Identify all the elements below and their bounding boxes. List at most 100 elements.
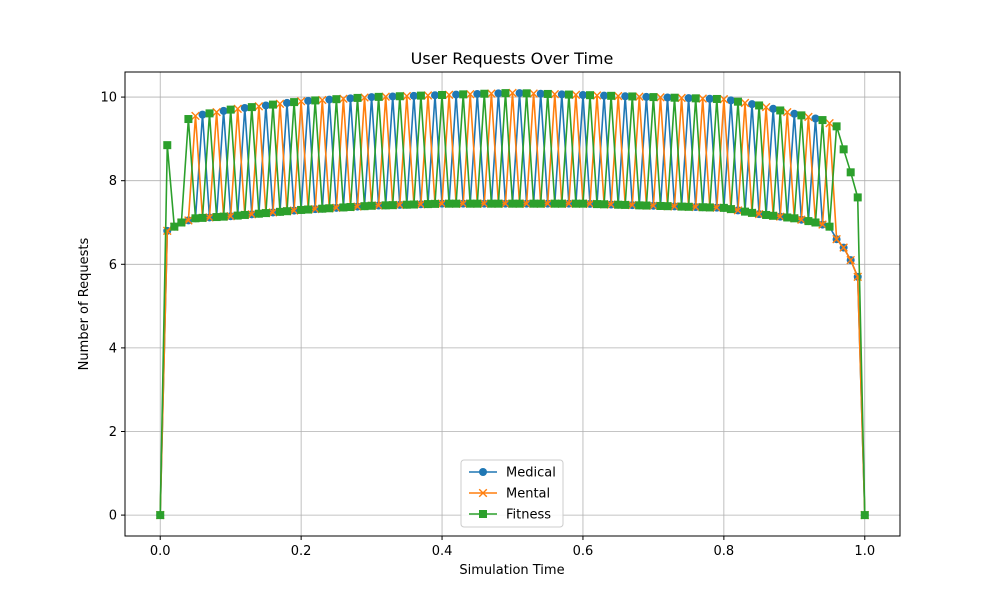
y-tick-label: 4 [109, 341, 117, 356]
data-point [621, 92, 630, 101]
data-point [494, 89, 503, 98]
marker-stroke [289, 206, 299, 215]
data-point [423, 91, 433, 100]
data-point [226, 105, 235, 114]
marker-stroke [564, 199, 574, 208]
data-point [445, 199, 454, 208]
legend-item-mental: Mental [469, 487, 550, 502]
marker-stroke [677, 93, 686, 103]
marker-stroke [804, 112, 813, 122]
marker-stroke [332, 203, 341, 213]
marker-stroke [296, 96, 306, 106]
data-point [613, 91, 623, 101]
data-point [705, 203, 714, 212]
marker-stroke [162, 226, 172, 236]
marker-stroke [670, 202, 679, 211]
data-point [776, 106, 785, 115]
marker-stroke [374, 201, 383, 210]
data-point [832, 122, 841, 131]
marker-stroke [423, 91, 433, 100]
marker-stroke [782, 107, 792, 117]
data-point [515, 89, 524, 98]
data-point [318, 204, 327, 213]
data-point [769, 104, 778, 113]
data-point [670, 93, 679, 102]
marker-stroke [839, 243, 848, 252]
data-point [480, 199, 489, 208]
legend-marker [479, 510, 487, 518]
data-point [557, 199, 566, 208]
data-point [748, 208, 757, 217]
marker-stroke [627, 200, 637, 210]
data-point [501, 89, 510, 98]
marker-stroke [458, 199, 468, 208]
data-point [677, 202, 686, 211]
y-tick-label: 8 [109, 174, 117, 189]
data-point [656, 201, 665, 210]
y-tick-label: 0 [109, 509, 117, 524]
data-point [219, 106, 228, 115]
data-point [388, 201, 397, 210]
series-fitness [156, 89, 869, 520]
y-tick-label: 10 [100, 91, 117, 106]
marker-stroke [437, 199, 447, 208]
data-point [684, 202, 693, 211]
data-point [782, 107, 792, 117]
data-point [628, 92, 637, 101]
data-point [515, 199, 524, 208]
data-point [254, 209, 263, 218]
data-point [712, 94, 721, 103]
data-point [691, 94, 700, 103]
data-point [543, 199, 553, 208]
data-point [698, 203, 707, 212]
x-tick-label: 0.8 [714, 544, 735, 559]
data-point [289, 206, 299, 215]
data-point [226, 211, 235, 221]
data-point [846, 255, 855, 265]
marker-stroke [191, 111, 200, 121]
data-point [339, 94, 348, 104]
data-point [627, 200, 637, 210]
data-point [240, 210, 249, 219]
data-point [388, 92, 397, 101]
data-point [600, 200, 609, 209]
marker-stroke [649, 201, 658, 211]
data-point [649, 93, 658, 102]
data-point [663, 93, 672, 102]
data-point [452, 199, 461, 208]
marker-stroke [613, 91, 623, 101]
legend-marker [478, 488, 488, 498]
data-point [726, 205, 735, 214]
data-point [367, 93, 376, 102]
data-point [804, 112, 813, 122]
data-point [684, 94, 693, 103]
data-point [529, 89, 538, 98]
marker-stroke [465, 89, 475, 99]
marker-stroke [184, 216, 193, 225]
marker-stroke [635, 92, 644, 101]
data-point [431, 199, 439, 208]
data-point [332, 95, 341, 104]
data-point [571, 199, 580, 208]
data-point [395, 200, 405, 210]
marker-stroke [254, 101, 264, 111]
data-point [818, 220, 827, 229]
data-point [466, 199, 475, 208]
marker-stroke [846, 255, 855, 265]
y-axis-label: Number of Requests [77, 237, 92, 370]
data-point [444, 90, 454, 100]
marker-stroke [501, 199, 510, 208]
data-point [487, 89, 496, 98]
data-point [409, 91, 418, 100]
data-point [592, 91, 602, 100]
data-point [346, 203, 355, 212]
marker-stroke [606, 200, 616, 209]
data-point [593, 200, 602, 209]
data-point [416, 200, 426, 209]
data-point [310, 204, 320, 214]
legend-item-fitness: Fitness [469, 508, 551, 523]
marker-stroke [740, 98, 750, 108]
data-point [332, 203, 341, 213]
data-point [494, 199, 503, 208]
marker-stroke [592, 91, 602, 100]
